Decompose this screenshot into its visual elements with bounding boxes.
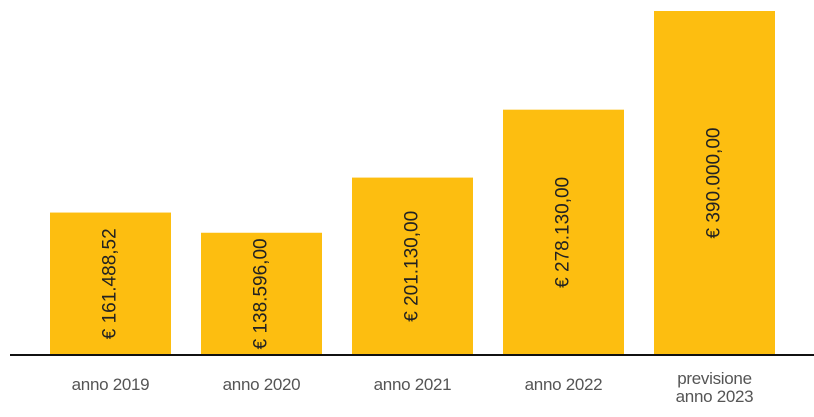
value-label: € 390.000,00 (704, 128, 725, 239)
x-tick-label: previsione anno 2023 (675, 369, 754, 406)
bar (50, 212, 171, 355)
bar (654, 11, 775, 355)
value-label: € 201.130,00 (402, 211, 423, 322)
bar (503, 109, 624, 355)
value-label: € 138.596,00 (251, 238, 272, 349)
x-tick-label: anno 2021 (373, 375, 452, 394)
bar (201, 232, 322, 355)
x-tick-label: anno 2019 (71, 375, 150, 394)
value-label: € 161.488,52 (100, 228, 121, 339)
x-tick-label: anno 2022 (524, 375, 603, 394)
bar (352, 177, 473, 355)
x-tick-label: anno 2020 (222, 375, 301, 394)
value-label: € 278.130,00 (553, 177, 574, 288)
